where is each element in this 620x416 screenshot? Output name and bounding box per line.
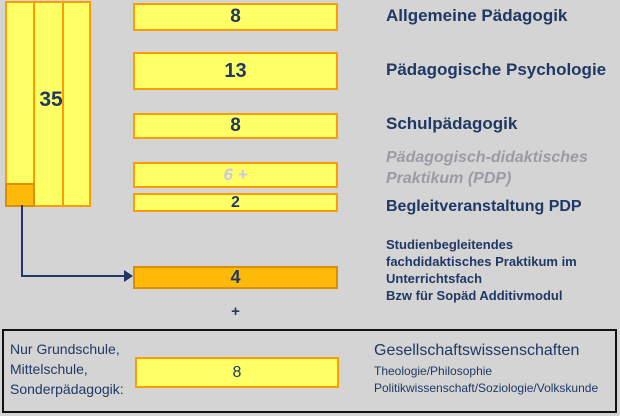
module-value-box-fachdidaktisches-praktikum: 4 xyxy=(133,266,338,289)
module-value-box-begleitveranstaltung: 2 xyxy=(133,193,338,212)
module-value-box-allgemeine-paedagogik: 8 xyxy=(133,3,338,31)
highlight-cell xyxy=(5,183,35,207)
module-value: 2 xyxy=(231,193,240,211)
arrow-head-icon xyxy=(124,270,133,282)
module-value: 8 xyxy=(230,115,241,136)
condition-subject-line1: Theologie/Philosophie xyxy=(374,364,493,378)
module-value-box-paedagogische-psychologie: 13 xyxy=(133,52,338,90)
module-label-paedagogische-psychologie: Pädagogische Psychologie xyxy=(386,60,607,79)
plus-sign: + xyxy=(231,303,240,320)
condition-box: Nur Grundschule, Mittelschule, Sonderpäd… xyxy=(2,329,617,413)
total-credits-box: 35 xyxy=(5,1,91,207)
module-label-fachdidaktisches-praktikum: Studienbegleitendes fachdidaktisches Pra… xyxy=(386,237,577,303)
condition-subject-title: Gesellschaftswissenschaften xyxy=(374,342,580,359)
module-label-pdp: Pädagogisch-didaktisches Praktikum (PDP) xyxy=(386,149,588,187)
module-value: 4 xyxy=(230,267,241,287)
stripe-divider xyxy=(62,3,64,205)
module-label-schulpaedagogik: Schulpädagogik xyxy=(386,114,518,133)
condition-value-box: 8 xyxy=(135,357,339,388)
condition-subject-line2: Politikwissenschaft/Soziologie/Volkskund… xyxy=(374,381,599,395)
stripe-divider xyxy=(33,3,35,205)
module-value-box-schulpaedagogik: 8 xyxy=(133,113,338,139)
condition-text: Nur Grundschule, Mittelschule, Sonderpäd… xyxy=(10,341,124,397)
module-value: 8 xyxy=(230,6,241,27)
module-value-muted: 6 + xyxy=(223,165,248,184)
module-value-box-pdp: 6 + xyxy=(133,162,338,188)
module-label-allgemeine-paedagogik: Allgemeine Pädagogik xyxy=(386,6,568,25)
module-label-begleitveranstaltung: Begleitveranstaltung PDP xyxy=(386,198,582,215)
arrow-line-horizontal xyxy=(21,275,124,277)
condition-value: 8 xyxy=(232,363,242,381)
arrow-line-vertical xyxy=(21,205,23,277)
total-credits-value: 35 xyxy=(39,88,63,111)
module-value: 13 xyxy=(224,59,247,82)
